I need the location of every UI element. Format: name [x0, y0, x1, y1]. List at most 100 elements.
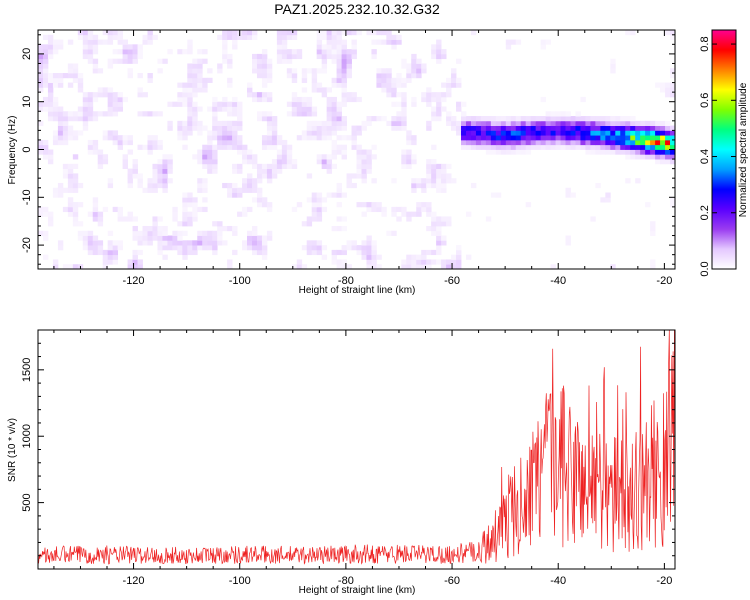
spectrogram-cell	[351, 92, 357, 98]
spectrogram-cell	[261, 254, 268, 260]
spectrogram-cell	[237, 101, 243, 107]
spectrogram-cell	[580, 125, 586, 131]
spectrogram-cell	[291, 92, 298, 98]
spectrogram-cell	[232, 225, 238, 232]
spectrogram-cell	[67, 68, 74, 74]
spectrogram-cell	[232, 187, 238, 193]
spectrogram-cell	[232, 101, 238, 107]
spectrogram-cell	[386, 73, 392, 79]
spectrogram-cell	[660, 159, 666, 165]
spectrogram-cell	[336, 264, 342, 270]
spectrogram-cell	[42, 49, 49, 55]
spectrogram-cell	[42, 230, 49, 236]
spectrogram-cell	[570, 135, 576, 141]
spectrogram-cell	[436, 240, 442, 246]
spectrogram-cell	[152, 144, 158, 150]
spectrogram-cell	[182, 82, 188, 88]
spectrogram-cell	[485, 116, 492, 122]
spectrogram-cell	[261, 235, 268, 241]
spectrogram-cell	[227, 225, 233, 232]
spectrogram-cell	[187, 130, 193, 136]
spectrogram-cell	[47, 149, 54, 155]
spectrogram-cell	[202, 82, 208, 88]
spectrogram-cell	[97, 240, 104, 246]
spectrogram-cell	[436, 116, 442, 122]
spectrogram-cell	[446, 264, 452, 270]
spectrogram-cell	[396, 92, 402, 98]
spectrogram-cell	[92, 235, 99, 241]
spectrogram-cell	[351, 144, 357, 150]
spectrogram-cell	[112, 249, 119, 256]
spectrogram-cell	[296, 53, 303, 60]
spectrogram-cell	[222, 135, 228, 141]
spectrogram-cell	[67, 63, 74, 69]
spectrogram-cell	[112, 101, 119, 107]
spectrogram-cell	[67, 73, 74, 79]
spectrogram-cell	[266, 178, 273, 184]
spectrogram-cell	[182, 49, 188, 55]
spectrogram-cell	[615, 135, 621, 141]
spectrogram-cell	[52, 111, 59, 117]
spectrogram-cell	[301, 96, 308, 103]
spectrogram-cell	[555, 111, 561, 117]
y-tick-label: -10	[21, 189, 33, 205]
spectrogram-cell	[222, 106, 228, 112]
spectrogram-cell	[197, 245, 203, 251]
spectrogram-cell	[565, 116, 571, 122]
spectrogram-cell	[57, 130, 64, 136]
spectrogram-cell	[92, 63, 99, 69]
spectrogram-cell	[655, 120, 661, 126]
spectrogram-cell	[336, 73, 342, 79]
spectrogram-cell	[361, 240, 367, 246]
spectrogram-cell	[396, 82, 402, 88]
spectrogram-cell	[645, 135, 651, 141]
spectrogram-cell	[256, 96, 263, 103]
spectrogram-cell	[147, 39, 153, 45]
spectrogram-cell	[261, 63, 268, 69]
spectrogram-cell	[625, 149, 631, 155]
spectrogram-cell	[316, 125, 323, 131]
spectrogram-cell	[311, 120, 318, 126]
spectrogram-cell	[152, 230, 158, 236]
spectrogram-cell	[187, 116, 193, 122]
spectrogram-cell	[416, 63, 422, 69]
spectrogram-cell	[192, 120, 198, 126]
spectrogram-cell	[485, 130, 492, 136]
spectrogram-cell	[341, 120, 347, 126]
spectrogram-cell	[640, 144, 646, 150]
spectrogram-cell	[147, 135, 153, 141]
spectrogram-cell	[411, 73, 417, 79]
spectrogram-cell	[306, 135, 313, 141]
spectrogram-cell	[212, 101, 218, 107]
spectrogram-cell	[555, 144, 561, 150]
spectrogram-cell	[356, 154, 362, 160]
spectrogram-cell	[366, 163, 372, 170]
spectrogram-cell	[162, 178, 168, 184]
spectrogram-cell	[560, 139, 566, 146]
spectrogram-cell	[87, 58, 94, 64]
spectrogram-cell	[222, 39, 228, 45]
spectrogram-cell	[227, 120, 233, 126]
spectrogram-cell	[665, 144, 671, 150]
spectrogram-cell	[565, 187, 571, 193]
spectrogram-cell	[152, 34, 158, 40]
spectrogram-cell	[391, 116, 397, 122]
spectrogram-cell	[525, 139, 532, 146]
spectrogram-cell	[461, 120, 467, 126]
spectrogram-cell	[207, 149, 213, 155]
spectrogram-cell	[102, 259, 109, 265]
spectrogram-cell	[296, 264, 303, 270]
spectrogram-cell	[446, 178, 452, 184]
spectrogram-cell	[446, 87, 452, 93]
spectrogram-cell	[182, 135, 188, 141]
spectrogram-cell	[301, 130, 308, 136]
spectrogram-cell	[605, 139, 611, 146]
spectrogram-cell	[212, 221, 218, 227]
spectrogram-cell	[331, 254, 337, 260]
spectrogram-cell	[416, 264, 422, 270]
spectrogram-cell	[331, 192, 337, 198]
spectrogram-cell	[665, 139, 671, 146]
spectrogram-cell	[341, 44, 347, 50]
spectrogram-cell	[152, 168, 158, 174]
spectrogram-cell	[366, 120, 372, 126]
